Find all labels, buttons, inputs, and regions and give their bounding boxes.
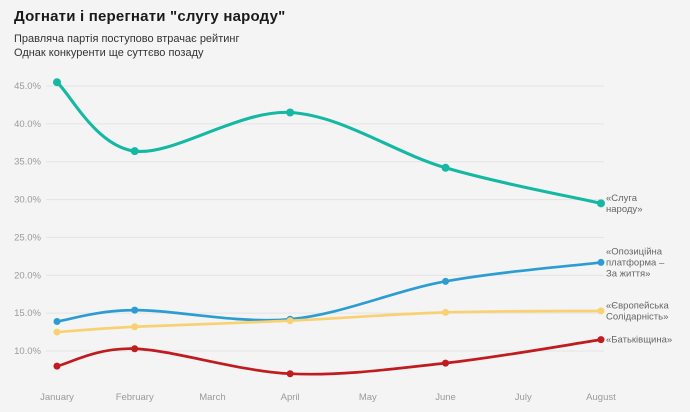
y-tick-label: 35.0% xyxy=(14,157,41,168)
series-label: народу» xyxy=(606,204,643,215)
series-line xyxy=(55,338,603,376)
data-point xyxy=(131,306,139,314)
chart-title: Догнати і перегнати "слугу народу" xyxy=(14,8,286,25)
data-point xyxy=(53,78,61,87)
series-line xyxy=(55,261,603,323)
series-label: «Європейська xyxy=(606,300,670,311)
data-point xyxy=(286,108,295,117)
series-label: «Опозиційна xyxy=(606,246,663,257)
y-tick-label: 10.0% xyxy=(14,346,41,357)
y-tick-label: 40.0% xyxy=(14,119,41,130)
data-point xyxy=(441,163,450,172)
y-tick-label: 20.0% xyxy=(14,270,41,281)
chart-subtitle-line2: Однак конкуренти ще суттєво позаду xyxy=(14,47,204,59)
data-point xyxy=(286,317,294,325)
x-axis-label: March xyxy=(199,392,225,403)
data-point xyxy=(130,147,139,156)
x-axis-label: June xyxy=(435,392,456,403)
y-tick-label: 30.0% xyxy=(14,195,41,206)
x-axis-label: May xyxy=(359,392,377,403)
series-label: «Слуга xyxy=(606,193,638,204)
data-point xyxy=(442,308,450,316)
series-line xyxy=(55,80,603,205)
data-point xyxy=(286,370,294,378)
x-axis-label: April xyxy=(281,392,300,403)
series-label: За життя» xyxy=(606,268,650,279)
x-axis-label: July xyxy=(515,392,532,403)
series-label: Солідарність» xyxy=(606,311,668,322)
data-point xyxy=(53,317,61,325)
series-label: «Батьківщина» xyxy=(606,335,672,346)
y-tick-label: 25.0% xyxy=(14,232,41,243)
x-axis-label: January xyxy=(40,392,74,403)
chart-subtitle-line1: Правляча партія поступово втрачає рейтин… xyxy=(14,33,240,45)
data-point xyxy=(596,199,605,208)
x-axis-label: August xyxy=(586,392,616,403)
y-tick-label: 45.0% xyxy=(14,81,41,92)
data-point xyxy=(53,328,61,336)
chart-header: Догнати і перегнати "слугу народу" Правл… xyxy=(14,8,285,60)
data-point xyxy=(442,277,450,285)
data-point xyxy=(442,359,450,367)
series-line xyxy=(55,309,603,334)
data-point xyxy=(53,362,61,370)
data-point xyxy=(597,336,605,344)
data-point xyxy=(131,345,139,353)
series-label: платформа – xyxy=(606,257,665,268)
data-point xyxy=(131,323,139,331)
data-point xyxy=(597,258,605,266)
x-axis-label: February xyxy=(116,392,154,403)
chart-subtitle: Правляча партія поступово втрачає рейтин… xyxy=(14,32,285,60)
y-tick-label: 15.0% xyxy=(14,308,41,319)
data-point xyxy=(597,307,605,315)
